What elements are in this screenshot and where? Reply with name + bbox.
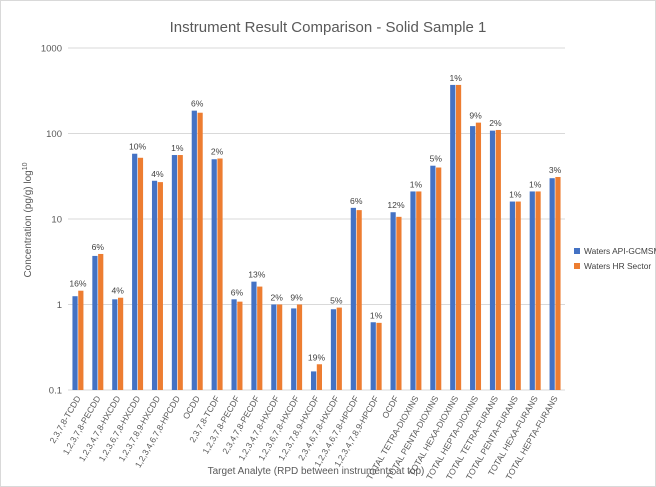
bar-hr-sector: [436, 167, 442, 390]
y-tick-label: 10: [51, 215, 62, 226]
bar-hr-sector: [376, 322, 382, 390]
bar-hr-sector: [475, 122, 482, 390]
bar-api-gcmsms: [489, 130, 496, 390]
bar-hr-sector: [277, 304, 283, 390]
data-labels: 16% 6% 4% 10% 4% 1% 6% 2% 6% 13% 2% 9% 19% 5% 6% 1% 12% 1…: [69, 73, 561, 362]
data-label: 2%: [211, 147, 224, 157]
data-label: 6%: [231, 287, 244, 297]
data-label: 12%: [387, 200, 405, 210]
bars: [72, 84, 561, 391]
bar-api-gcmsms: [191, 110, 197, 391]
bar-api-gcmsms: [350, 207, 356, 390]
y-tick-label: 1000: [41, 44, 62, 55]
y-tick-label: 0.1: [49, 386, 62, 397]
data-label: 16%: [69, 279, 87, 289]
bar-api-gcmsms: [92, 255, 98, 390]
bar-api-gcmsms: [509, 201, 515, 390]
data-label: 9%: [290, 293, 303, 303]
y-axis-title-text: Concentration (pg/g) log: [23, 170, 34, 277]
bar-api-gcmsms: [271, 304, 277, 390]
chart-title: Instrument Result Comparison - Solid Sam…: [170, 19, 487, 36]
bar-api-gcmsms: [151, 180, 158, 390]
data-label: 1%: [529, 179, 542, 189]
data-label: 1%: [410, 179, 423, 189]
bar-hr-sector: [137, 157, 144, 390]
bar-hr-sector: [197, 112, 203, 390]
bar-hr-sector: [237, 301, 243, 390]
bar-api-gcmsms: [291, 308, 297, 390]
data-label: 13%: [248, 270, 266, 280]
x-tick-label: OCDD: [181, 394, 202, 421]
x-axis-title: Target Analyte (RPD between instruments …: [208, 466, 425, 477]
y-axis-title: Concentration (pg/g) log10: [22, 162, 34, 277]
legend-label: Waters HR Sector: [584, 261, 651, 271]
bar-api-gcmsms: [390, 212, 396, 390]
data-label: 4%: [151, 169, 164, 179]
data-label: 10%: [129, 142, 147, 152]
bar-hr-sector: [356, 210, 362, 390]
bar-api-gcmsms: [72, 296, 78, 390]
bar-hr-sector: [495, 129, 501, 390]
legend-swatch: [574, 263, 580, 269]
bar-hr-sector: [416, 191, 422, 390]
data-label: 2%: [489, 118, 502, 128]
bar-api-gcmsms: [529, 191, 535, 390]
bar-hr-sector: [118, 297, 124, 390]
bar-api-gcmsms: [410, 191, 416, 390]
bar-hr-sector: [217, 158, 223, 390]
bar-hr-sector: [257, 286, 263, 390]
data-label: 6%: [191, 99, 204, 109]
bar-api-gcmsms: [370, 322, 376, 390]
bar-api-gcmsms: [171, 155, 178, 390]
data-label: 5%: [330, 296, 343, 306]
bar-api-gcmsms: [330, 309, 337, 390]
bar-hr-sector: [396, 216, 402, 390]
y-tick-label: 1: [57, 300, 62, 311]
data-label: 1%: [171, 143, 184, 153]
data-label: 1%: [449, 73, 462, 83]
bar-hr-sector: [177, 155, 183, 390]
data-label: 9%: [469, 111, 482, 121]
bar-hr-sector: [555, 176, 561, 390]
bar-hr-sector: [98, 253, 104, 390]
data-label: 5%: [430, 154, 443, 164]
bar-hr-sector: [157, 182, 163, 390]
legend-label: Waters API-GCMSMS: [584, 246, 656, 256]
gridlines: [68, 47, 565, 391]
bar-hr-sector: [316, 364, 322, 390]
bar-api-gcmsms: [251, 281, 257, 390]
data-label: 2%: [271, 293, 284, 303]
y-axis-title-superscript: 10: [22, 162, 29, 170]
bar-api-gcmsms: [450, 84, 456, 390]
bar-hr-sector: [515, 201, 521, 390]
data-label: 1%: [509, 190, 522, 200]
y-tick-label: 100: [46, 129, 62, 140]
bar-api-gcmsms: [311, 371, 317, 390]
bar-api-gcmsms: [112, 299, 118, 390]
bar-hr-sector: [455, 84, 462, 390]
bar-api-gcmsms: [132, 153, 138, 390]
bar-api-gcmsms: [211, 159, 217, 390]
data-label: 1%: [370, 310, 383, 320]
bar-api-gcmsms: [549, 178, 555, 390]
legend: Waters API-GCMSMS Waters HR Sector: [574, 246, 656, 271]
bar-hr-sector: [535, 191, 541, 390]
bar-api-gcmsms: [231, 299, 237, 390]
legend-swatch: [574, 248, 580, 254]
data-label: 4%: [111, 286, 124, 296]
data-label: 3%: [549, 165, 562, 175]
x-tick-label: OCDF: [380, 394, 401, 420]
data-label: 19%: [308, 352, 326, 362]
bar-api-gcmsms: [470, 126, 476, 390]
data-label: 6%: [92, 242, 105, 252]
bar-api-gcmsms: [430, 165, 436, 390]
bar-hr-sector: [78, 290, 84, 390]
bar-hr-sector: [296, 304, 303, 390]
y-axis-ticks: 0.1 1 10 100 1000: [41, 44, 62, 397]
bar-hr-sector: [336, 307, 342, 390]
data-label: 6%: [350, 196, 363, 206]
